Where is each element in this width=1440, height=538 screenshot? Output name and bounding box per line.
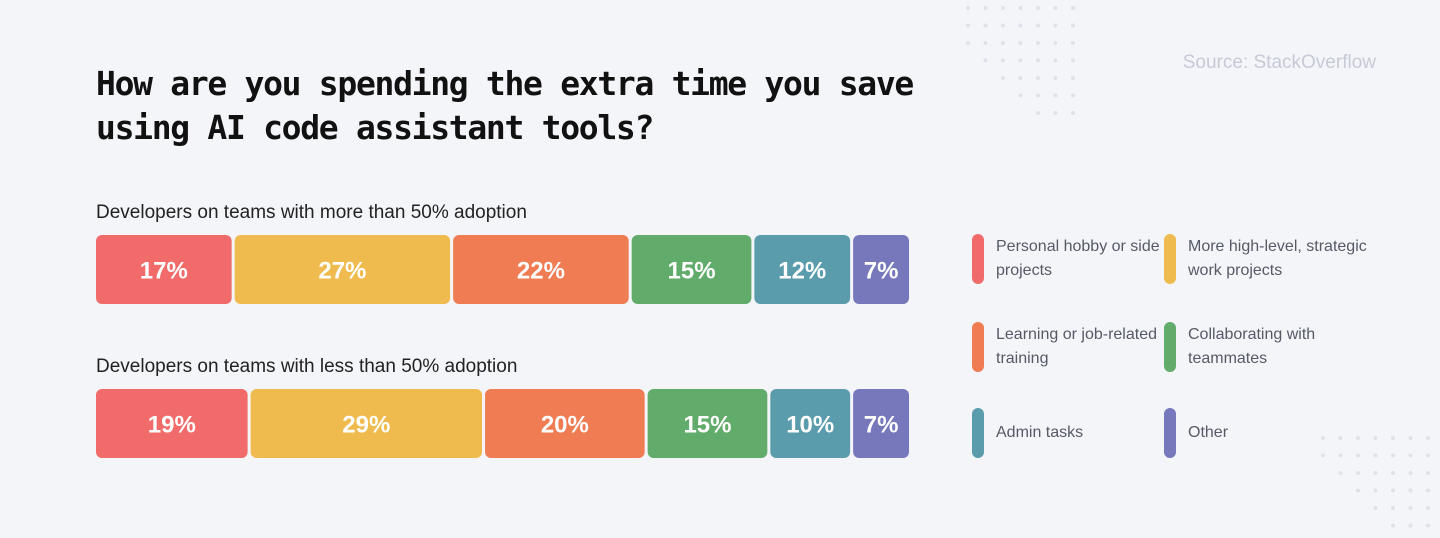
legend-swatch: [1164, 408, 1176, 458]
data-label-row1-s5: 12%: [778, 258, 826, 285]
data-label-row2-s3: 20%: [541, 412, 589, 439]
decorative-dots-top: [966, 6, 1075, 115]
decorative-dots-bottom: [1321, 436, 1430, 528]
bar-segment-row1-s1: [96, 235, 232, 304]
legend-swatch: [1164, 234, 1176, 284]
source-note: Source: StackOverflow: [1182, 52, 1376, 73]
bar-segment-row2-s6: [853, 389, 909, 458]
stacked-bar-chart: 17% 27% 22% 15% 12% 7% 19% 29% 20% 15% 10% 7%: [96, 235, 909, 458]
legend-label: Other: [1188, 424, 1229, 441]
legend-label: Collaborating with teammates: [1188, 326, 1316, 367]
bar-segment-row2-s1: [96, 389, 248, 458]
data-label-row2-s5: 10%: [786, 412, 834, 439]
data-label-row2-s6: 7%: [864, 412, 899, 439]
bar-segment-row1-s3: [453, 235, 629, 304]
legend-swatch: [972, 234, 984, 284]
bar-segment-row2-s4: [647, 389, 768, 458]
legend-label: More high-level, strategic work projects: [1188, 238, 1367, 279]
bar-segment-row2-s3: [485, 389, 645, 458]
group-label-more-than-50: Developers on teams with more than 50% a…: [96, 202, 527, 223]
data-label-row2-s2: 29%: [342, 412, 390, 439]
bar-segment-row1-s5: [754, 235, 851, 304]
data-label-row1-s4: 15%: [668, 258, 716, 285]
bar-segment-row2-s2: [250, 389, 483, 458]
bar-segment-row1-s2: [234, 235, 451, 304]
data-label-row1-s1: 17%: [140, 258, 188, 285]
data-label-row1-s6: 7%: [864, 258, 899, 285]
data-label-row1-s3: 22%: [517, 258, 565, 285]
data-label-row1-s2: 27%: [318, 258, 366, 285]
legend-label: Admin tasks: [996, 424, 1084, 441]
bar-segment-row1-s4: [631, 235, 752, 304]
chart-title: How are you spending the extra time you …: [96, 64, 914, 147]
legend-swatch: [972, 322, 984, 372]
bar-segment-row2-s5: [770, 389, 851, 458]
group-label-less-than-50: Developers on teams with less than 50% a…: [96, 356, 518, 377]
legend-label: Personal hobby or side projects: [996, 238, 1160, 279]
data-label-row2-s4: 15%: [683, 412, 731, 439]
legend-label: Learning or job-related training: [996, 326, 1157, 367]
legend-swatch: [972, 408, 984, 458]
bar-segment-row1-s6: [853, 235, 909, 304]
legend-swatch: [1164, 322, 1176, 372]
data-label-row2-s1: 19%: [148, 412, 196, 439]
